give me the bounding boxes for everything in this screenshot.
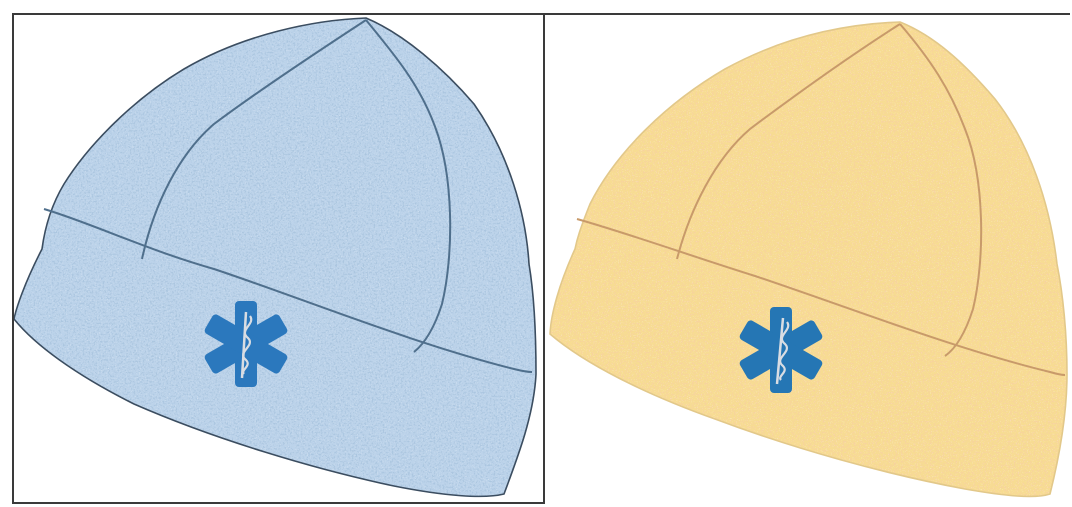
yellow-crown-seam-right: [899, 23, 983, 357]
blue-beanie-illustration: [14, 17, 537, 498]
blue-crown-seam-left: [141, 19, 367, 260]
blue-brim-fold: [43, 208, 533, 373]
center-divider: [543, 14, 545, 504]
blue-star-of-life-icon: [204, 301, 288, 387]
yellow-hat-outline: [549, 21, 1068, 498]
yellow-crown-seam-left: [676, 23, 901, 260]
blue-beanie-panel: [14, 14, 543, 502]
yellow-brim-fold: [576, 218, 1066, 376]
yellow-star-of-life-icon: [739, 307, 823, 393]
left-border: [12, 14, 14, 504]
blue-hat-body: [14, 18, 536, 497]
yellow-beanie-illustration: [549, 21, 1068, 498]
blue-hat-outline: [14, 17, 537, 498]
yellow-beanie-panel: [545, 14, 1072, 502]
bottom-border: [12, 502, 544, 504]
top-border: [12, 13, 1070, 15]
blue-crown-seam-right: [365, 19, 452, 353]
